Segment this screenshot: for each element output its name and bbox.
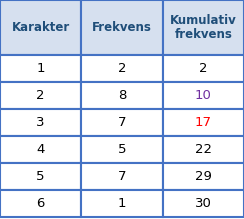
Text: 2: 2 [199, 62, 207, 75]
Bar [81, 109, 163, 136]
Bar [81, 136, 163, 163]
Text: 22: 22 [195, 143, 212, 156]
Text: 10: 10 [195, 89, 212, 102]
Bar [81, 55, 163, 82]
Text: Karakter: Karakter [11, 21, 70, 34]
Bar [0, 82, 81, 109]
Text: Frekvens: Frekvens [92, 21, 152, 34]
Text: 7: 7 [118, 116, 126, 129]
Bar [81, 82, 163, 109]
Text: Kumulativ
frekvens: Kumulativ frekvens [170, 14, 237, 41]
Text: 6: 6 [36, 197, 45, 210]
Bar [0, 190, 81, 217]
Text: 1: 1 [118, 197, 126, 210]
Bar [0, 0, 81, 55]
Bar [163, 109, 244, 136]
Text: 1: 1 [36, 62, 45, 75]
Text: 7: 7 [118, 170, 126, 183]
Bar [163, 136, 244, 163]
Bar [0, 109, 81, 136]
Text: 8: 8 [118, 89, 126, 102]
Text: 5: 5 [36, 170, 45, 183]
Text: 5: 5 [118, 143, 126, 156]
Bar [81, 0, 163, 55]
Text: 17: 17 [195, 116, 212, 129]
Bar [163, 82, 244, 109]
Bar [163, 190, 244, 217]
Bar [163, 163, 244, 190]
Text: 2: 2 [118, 62, 126, 75]
Bar [0, 163, 81, 190]
Text: 4: 4 [36, 143, 45, 156]
Bar [163, 55, 244, 82]
Bar [81, 163, 163, 190]
Text: 3: 3 [36, 116, 45, 129]
Text: 29: 29 [195, 170, 212, 183]
Bar [81, 190, 163, 217]
Bar [0, 55, 81, 82]
Bar [163, 0, 244, 55]
Text: 30: 30 [195, 197, 212, 210]
Text: 2: 2 [36, 89, 45, 102]
Bar [0, 136, 81, 163]
